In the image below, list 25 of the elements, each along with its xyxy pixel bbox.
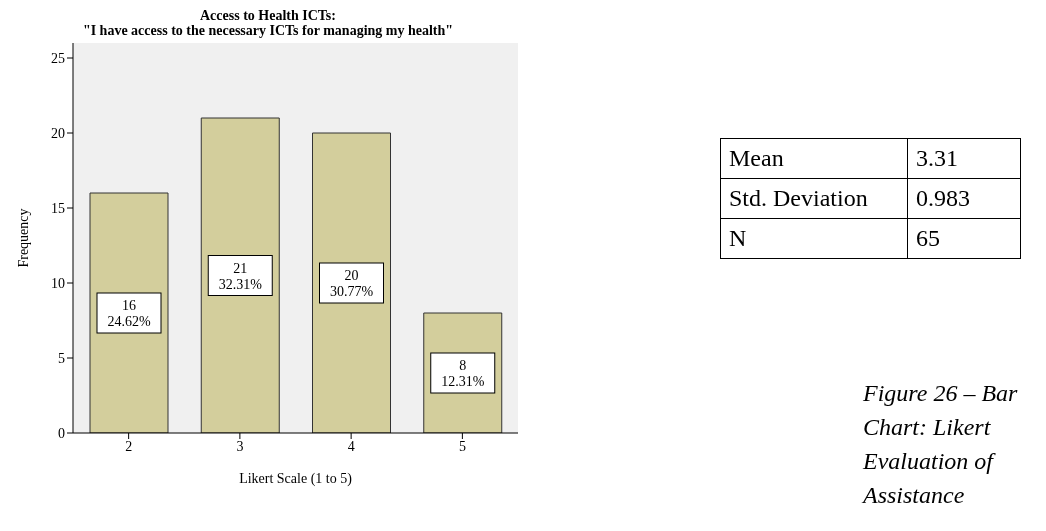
y-tick-label: 20	[51, 125, 65, 141]
x-tick-label: 2	[125, 438, 133, 454]
data-label: 8 12.31%	[441, 358, 485, 389]
y-tick-label: 25	[51, 50, 65, 66]
y-axis-title: Frequency	[15, 208, 31, 268]
x-axis-title: Likert Scale (1 to 5)	[239, 471, 353, 487]
caption: Figure 26 – Bar Chart: Likert Evaluation of Assistance	[863, 379, 1019, 510]
data-label: 20 30.77%	[329, 268, 374, 299]
data-label: 16 24.62%	[107, 298, 151, 329]
chart-title: Access to Health ICTs:	[199, 8, 337, 23]
y-tick-label: 5	[58, 350, 65, 366]
y-tick-label: 10	[51, 275, 65, 291]
text: Mean	[720, 138, 908, 179]
text: 0.983	[907, 178, 1021, 219]
x-tick-label: 4	[347, 438, 355, 454]
data-label: 21 32.31%	[218, 260, 263, 292]
y-tick-label: 0	[58, 425, 65, 441]
text: 3.31	[907, 138, 1021, 179]
y-tick-label: 15	[51, 200, 65, 216]
text: 65	[907, 218, 1021, 259]
text: N	[720, 218, 908, 259]
x-tick-label: 5	[458, 438, 466, 454]
x-tick-label: 3	[236, 438, 244, 454]
text: Std. Deviation	[720, 178, 908, 219]
chart-subtitle: "I have access to the necessary ICTs for managing my health"	[81, 23, 455, 38]
